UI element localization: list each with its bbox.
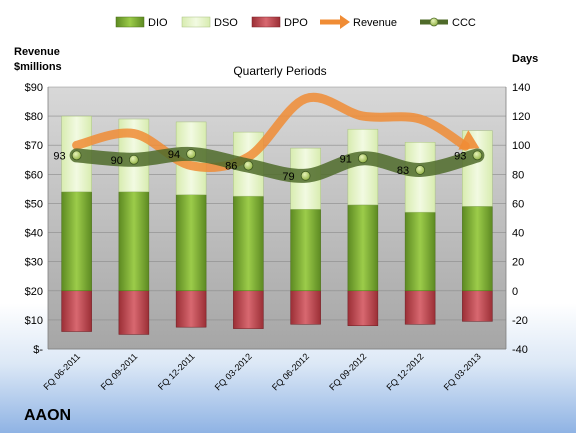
- bar-dio: [233, 195, 264, 292]
- axes: [47, 87, 507, 350]
- chart-title: Quarterly Periods: [233, 64, 326, 78]
- legend-item-dio: DIO: [115, 16, 168, 29]
- x-tick-label: FQ 09-2012: [327, 351, 368, 392]
- bar-dpo: [404, 290, 436, 325]
- ccc-marker: [300, 170, 311, 181]
- y-left-tick-label: $30: [25, 257, 43, 269]
- y-left-tick-label: $10: [25, 315, 43, 327]
- y-right-tick-label: 0: [512, 286, 518, 298]
- legend-item-dso: DSO: [181, 16, 238, 29]
- bar-dio: [462, 206, 493, 292]
- ccc-marker: [243, 160, 254, 171]
- y-left-tick-label: $40: [25, 228, 43, 240]
- bar-dpo: [462, 290, 493, 322]
- bar-dpo: [118, 290, 150, 335]
- ccc-marker: [186, 149, 197, 159]
- bar-dio: [404, 211, 436, 292]
- x-tick-label: FQ 09-2011: [99, 351, 140, 392]
- y-right-tick-label: 40: [512, 228, 524, 240]
- bar-dpo: [290, 290, 321, 325]
- legend-label-ccc: CCC: [452, 17, 476, 29]
- y-left-tick-label: $80: [25, 111, 43, 123]
- ccc-data-label: 93: [454, 150, 466, 162]
- legend-label-dio: DIO: [148, 17, 168, 29]
- bar-dpo: [61, 290, 92, 332]
- ccc-data-label: 94: [168, 149, 180, 161]
- x-tick-label: FQ 03-2013: [442, 351, 483, 392]
- ccc-series: 93 90 94 86 79 91 83 93: [53, 146, 485, 183]
- y-right-tick-label: 140: [512, 82, 530, 94]
- ccc-marker: [128, 154, 139, 165]
- legend-item-dpo: DPO: [251, 16, 308, 29]
- y-left-tick-label: $20: [25, 286, 43, 298]
- ccc-marker: [415, 165, 426, 175]
- legend-swatch-dso: [181, 16, 211, 28]
- x-tick-label: FQ 12-2011: [156, 351, 197, 392]
- x-tick-label: FQ 06-2011: [41, 351, 82, 392]
- revenue-arrowhead: [458, 130, 480, 150]
- ccc-data-label: 79: [282, 171, 294, 183]
- ccc-data-label: 90: [111, 155, 123, 167]
- ccc-marker: [357, 153, 368, 164]
- ccc-data-label: 93: [53, 150, 65, 162]
- bar-dpo: [347, 290, 379, 326]
- y-left-tick-label: $70: [25, 140, 43, 152]
- legend-label-revenue: Revenue: [353, 17, 397, 29]
- y-left-tick-label: $50: [25, 198, 43, 210]
- company-name: AAON: [24, 407, 71, 424]
- bar-dio: [61, 191, 92, 292]
- y-right-tick-label: -40: [512, 344, 528, 356]
- y-right-tick-label: 20: [512, 257, 524, 269]
- x-tick-label: FQ 06-2012: [270, 351, 311, 392]
- ccc-marker: [472, 150, 483, 161]
- y-left-label-line1: Revenue: [14, 46, 60, 58]
- ccc-marker: [71, 150, 82, 161]
- bar-dpo: [175, 290, 207, 328]
- legend-label-dso: DSO: [214, 17, 238, 29]
- legend-arrow-revenue: [340, 15, 350, 29]
- bar-dso: [404, 142, 436, 213]
- ccc-data-label: 91: [340, 153, 352, 165]
- y-left-tick-label: $60: [25, 169, 43, 181]
- revenue-series: [72, 92, 480, 172]
- legend-item-ccc: CCC: [420, 17, 476, 29]
- ccc-data-label: 86: [225, 161, 237, 173]
- legend-item-revenue: Revenue: [320, 15, 397, 29]
- legend: DIO DSO DPO Revenue CCC: [115, 15, 476, 29]
- legend-label-dpo: DPO: [284, 17, 308, 29]
- legend-swatch-dpo: [251, 16, 281, 28]
- y-right-tick-label: 80: [512, 169, 524, 181]
- legend-marker-ccc: [429, 17, 439, 27]
- ccc-data-label: 83: [397, 165, 409, 177]
- bar-dio: [290, 209, 321, 292]
- bar-dio: [118, 191, 150, 292]
- bar-dpo: [233, 290, 264, 329]
- y-right-tick-label: 60: [512, 198, 524, 210]
- x-tick-label: FQ 12-2012: [385, 351, 426, 392]
- legend-swatch-dio: [115, 16, 145, 28]
- y-left-label-line2: $millions: [14, 61, 62, 73]
- y-right-tick-label: -20: [512, 315, 528, 327]
- y-left-tick-label: $-: [33, 344, 43, 356]
- x-tick-label: FQ 03-2012: [213, 351, 254, 392]
- y-right-tick-label: 120: [512, 111, 530, 123]
- revenue-line: [72, 92, 470, 172]
- y-left-tick-label: $90: [25, 82, 43, 94]
- bar-dio: [175, 194, 207, 292]
- y-right-label: Days: [512, 53, 538, 65]
- bar-dio: [347, 204, 379, 292]
- y-right-tick-label: 100: [512, 140, 530, 152]
